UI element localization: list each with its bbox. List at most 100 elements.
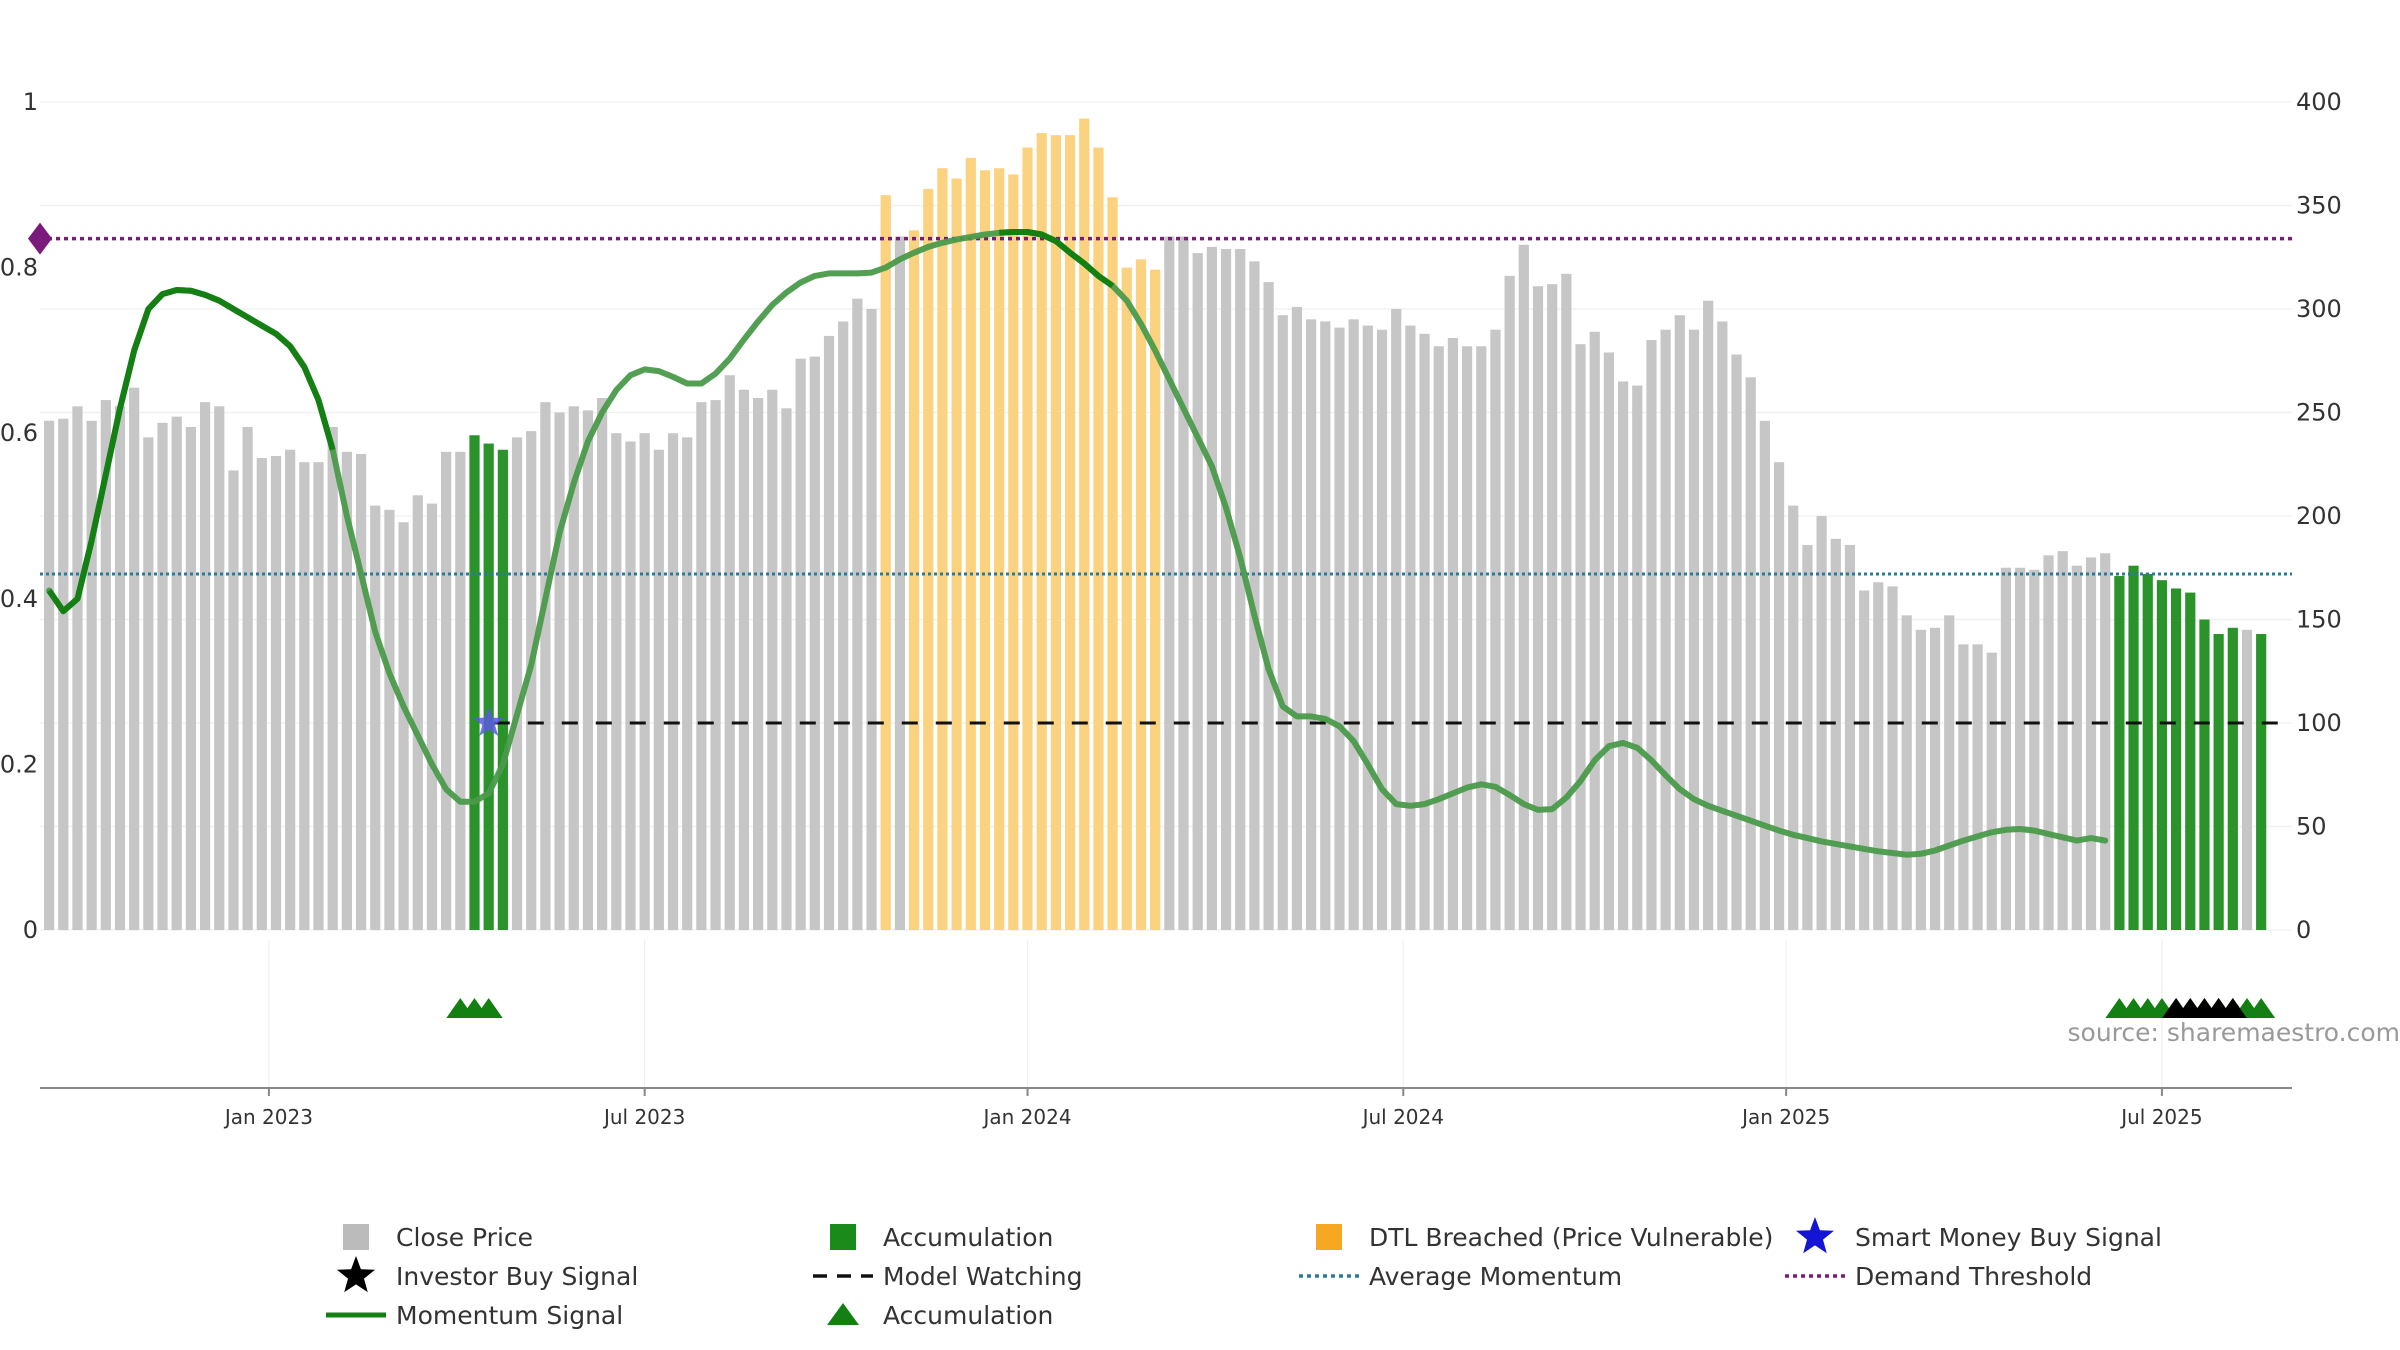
bar-dtl-breached: [1150, 269, 1161, 930]
bar-dtl-breached: [1008, 174, 1019, 930]
legend-accumulation-label: Accumulation: [883, 1223, 1053, 1252]
bar-close-price: [327, 426, 338, 930]
bar-close-price: [611, 433, 622, 930]
bar-close-price: [270, 455, 282, 930]
left-axis-tick-label: 0.2: [0, 750, 38, 778]
bar-close-price: [1320, 321, 1331, 930]
bar-close-price: [554, 412, 565, 930]
bar-close-price: [738, 389, 750, 931]
accumulation-triangle: [474, 998, 503, 1018]
markers-layer: [28, 222, 2276, 1018]
bar-dtl-breached: [1050, 135, 1061, 930]
bar-close-price: [1660, 329, 1671, 930]
right-axis-tick-label: 350: [2296, 192, 2342, 220]
right-axis-tick-label: 400: [2296, 88, 2342, 116]
bar-close-price: [1277, 315, 1288, 931]
bar-accumulation: [2128, 565, 2139, 930]
bar-close-price: [228, 470, 239, 930]
bar-close-price: [1575, 344, 1586, 930]
bar-close-price: [866, 309, 877, 930]
bar-close-price: [1717, 321, 1728, 930]
bar-close-price: [2015, 567, 2026, 930]
bar-close-price: [625, 441, 636, 930]
bar-close-price: [185, 426, 196, 930]
bar-close-price: [1958, 644, 1969, 930]
bar-close-price: [1873, 582, 1884, 930]
bar-dtl-breached: [979, 170, 991, 930]
bar-close-price: [441, 451, 452, 930]
bar-close-price: [653, 449, 664, 930]
legend-model-watching: Model Watching: [813, 1262, 1083, 1291]
bar-dtl-breached: [908, 230, 920, 931]
bar-close-price: [1759, 420, 1770, 930]
bar-close-price: [1433, 346, 1444, 930]
bar-dtl-breached: [994, 168, 1005, 931]
bar-close-price: [1703, 300, 1714, 931]
bar-close-price: [370, 505, 381, 930]
bar-close-price: [299, 462, 310, 930]
bar-close-price: [1617, 381, 1629, 930]
bar-close-price: [1376, 329, 1388, 930]
bar-close-price: [1773, 462, 1785, 930]
legend-investor-buy-signal-label: Investor Buy Signal: [396, 1262, 638, 1291]
momentum-signal-line-strong: [999, 229, 1115, 289]
bar-close-price: [1348, 319, 1359, 931]
bar-close-price: [1504, 275, 1515, 930]
left-axis-tick-label: 0.8: [0, 254, 38, 282]
legend-demand-threshold-label: Demand Threshold: [1855, 1262, 2092, 1291]
bar-close-price: [2043, 555, 2054, 930]
bar-close-price: [341, 451, 352, 930]
legend-demand-threshold: Demand Threshold: [1785, 1262, 2092, 1291]
bar-close-price: [384, 509, 395, 930]
bar-close-price: [667, 433, 679, 930]
bar-accumulation: [497, 449, 508, 930]
left-axis-tick-label: 0.6: [0, 419, 38, 447]
bar-close-price: [86, 420, 97, 930]
bar-close-price: [157, 422, 168, 930]
bar-close-price: [1901, 615, 1912, 930]
bar-accumulation: [2171, 588, 2182, 930]
bar-dtl-breached: [1121, 267, 1132, 931]
legend-close-price: Close Price: [343, 1223, 533, 1252]
legend-model-watching-label: Model Watching: [883, 1262, 1083, 1291]
bar-close-price: [511, 437, 523, 930]
bar-accumulation: [2213, 633, 2224, 930]
bar-close-price: [1164, 236, 1175, 931]
bar-close-price: [1206, 246, 1217, 930]
bar-close-price: [1476, 346, 1487, 930]
bar-close-price: [313, 462, 324, 930]
right-axis-tick-label: 200: [2296, 502, 2342, 530]
bar-close-price: [682, 437, 693, 930]
legend-smart-money-buy-signal-label: Smart Money Buy Signal: [1855, 1223, 2162, 1252]
bar-close-price: [1632, 385, 1643, 931]
bar-close-price: [2029, 569, 2040, 930]
bar-dtl-breached: [1135, 259, 1147, 930]
bar-close-price: [242, 426, 253, 930]
legend-accumulation-label: Accumulation: [883, 1301, 1053, 1330]
lines-layer: [40, 229, 2292, 858]
bar-close-price: [1972, 644, 1983, 930]
left-axis-tick-label: 0.4: [0, 585, 38, 613]
bar-close-price: [1788, 505, 1799, 930]
bar-close-price: [597, 398, 608, 930]
bar-close-price: [767, 389, 778, 931]
legend-close-price-swatch: [343, 1224, 369, 1250]
bar-close-price: [214, 406, 225, 930]
bar-close-price: [540, 402, 551, 930]
demand-threshold-marker: [28, 222, 52, 255]
bar-close-price: [568, 406, 579, 930]
right-axis-tick-label: 100: [2296, 709, 2342, 737]
right-axis-tick-label: 50: [2296, 813, 2327, 841]
bar-close-price: [1462, 346, 1473, 930]
bar-close-price: [1362, 325, 1373, 930]
bar-close-price: [1859, 590, 1870, 930]
x-axis-tick-label: Jan 2025: [1740, 1105, 1830, 1129]
legend-momentum-signal-label: Momentum Signal: [396, 1301, 623, 1330]
bar-dtl-breached: [1064, 135, 1076, 930]
legend-average-momentum: Average Momentum: [1299, 1262, 1622, 1291]
bar-close-price: [58, 418, 69, 930]
bar-close-price: [171, 416, 182, 930]
bar-close-price: [710, 400, 721, 931]
source-label: source: sharemaestro.com: [2068, 1018, 2400, 1047]
